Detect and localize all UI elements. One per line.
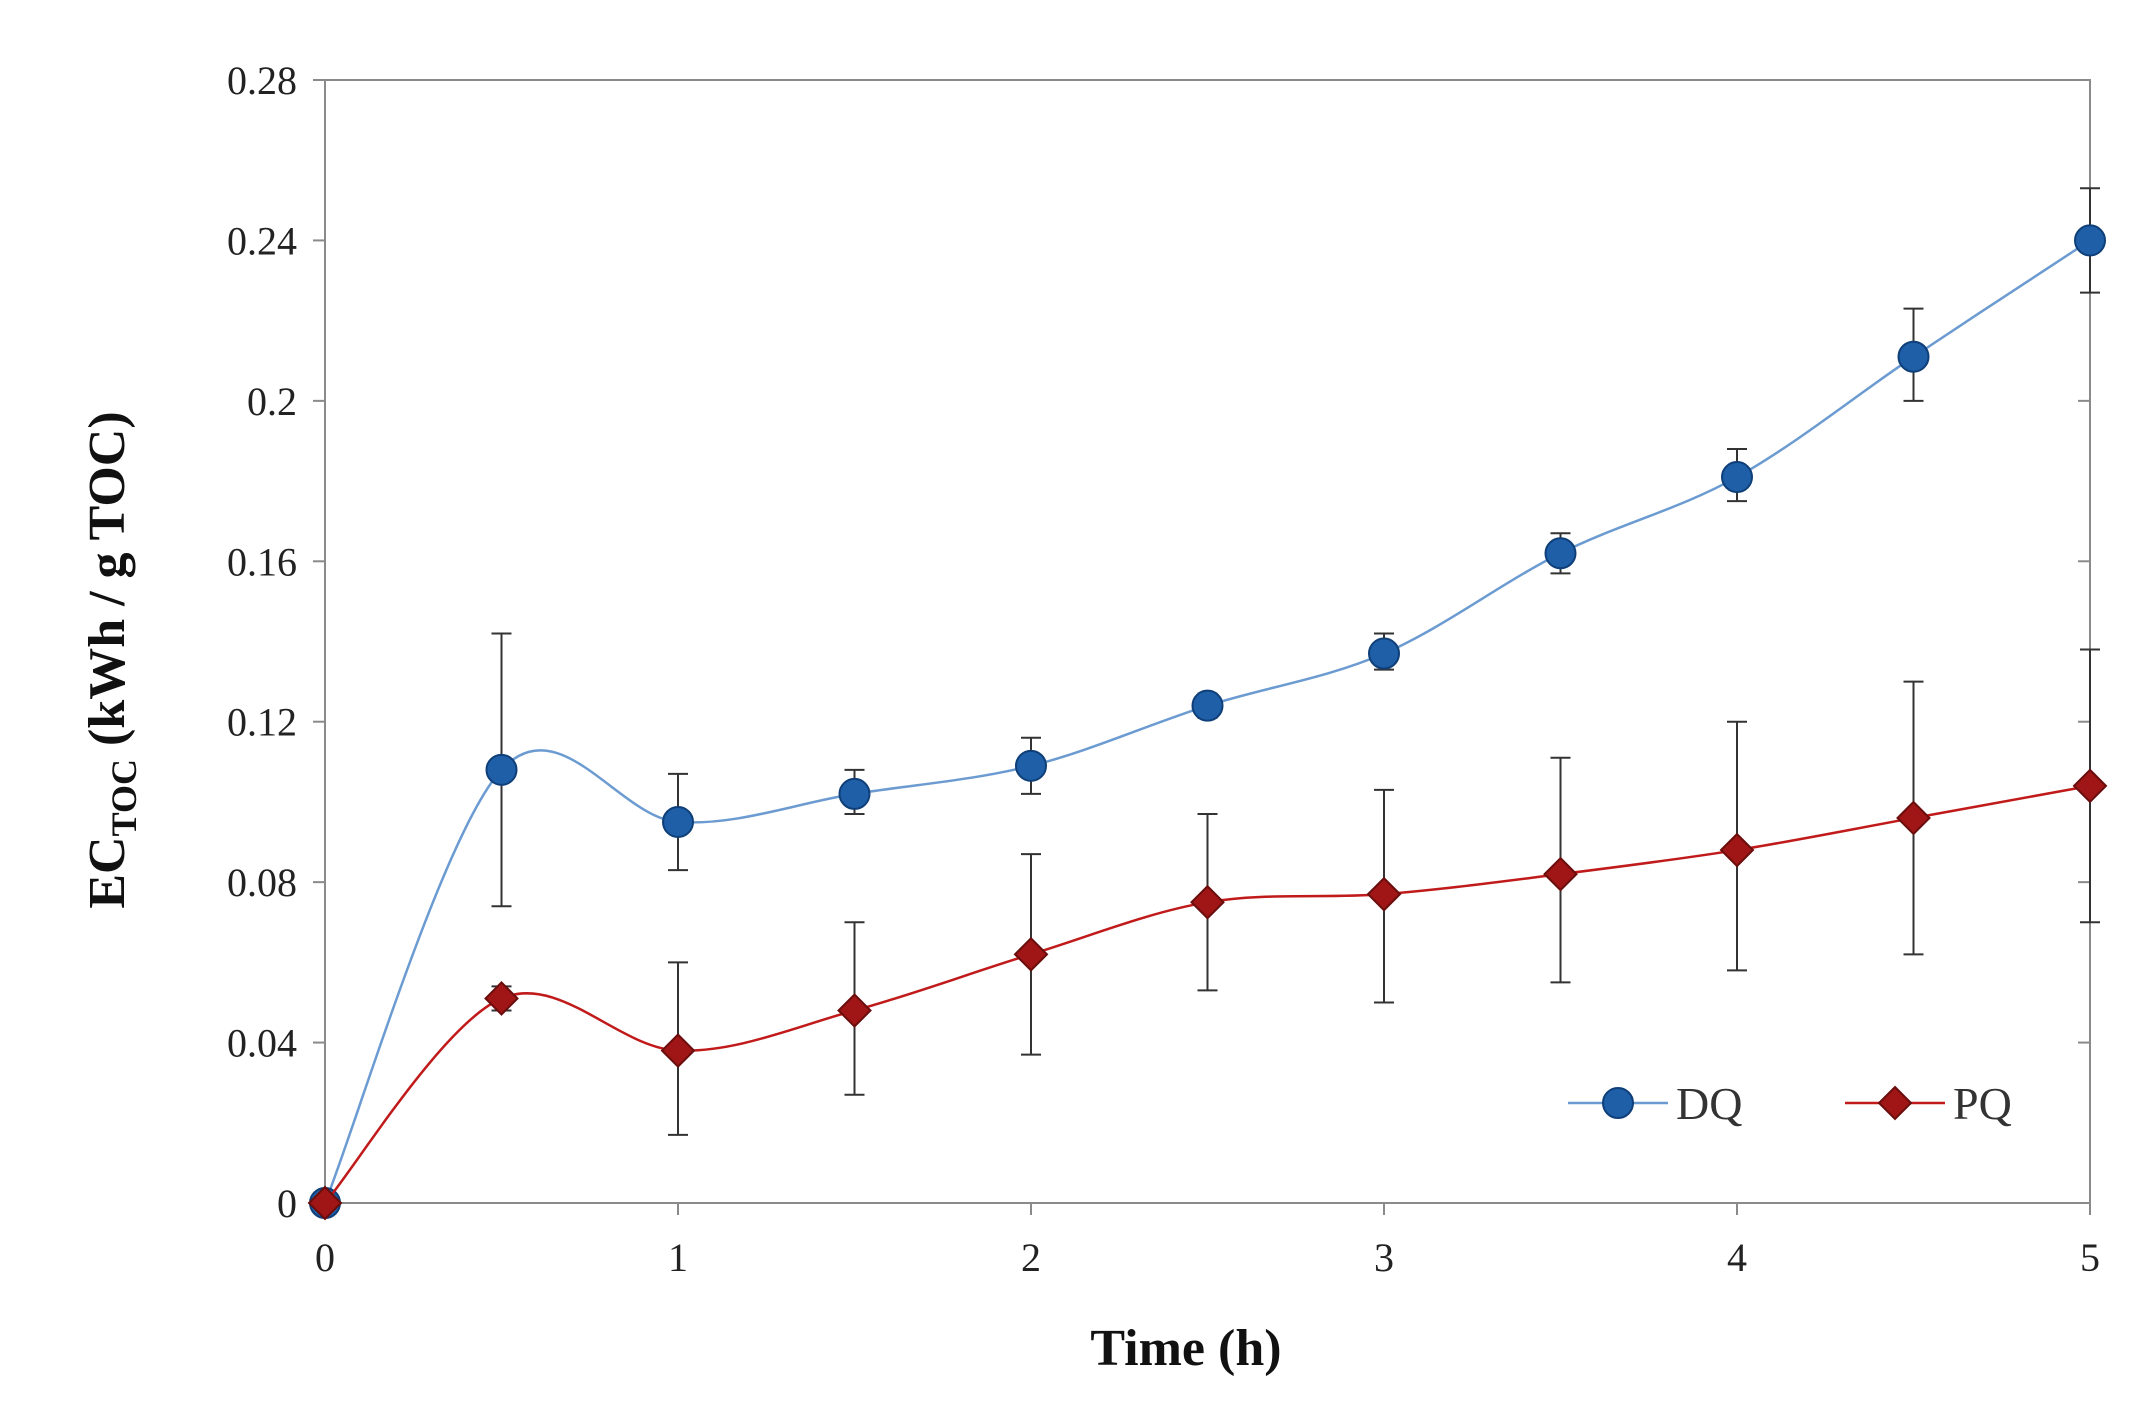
data-point-pq xyxy=(484,981,519,1016)
tick-labels: 0 0.04 0.08 0.12 0.16 0.2 0.24 0.28 0 1 2 3 4 5 xyxy=(227,58,2100,1280)
data-point-pq xyxy=(1366,876,1402,912)
legend-label-pq: PQ xyxy=(1953,1078,2012,1129)
legend-marker-pq xyxy=(1877,1085,1913,1121)
data-point-pq xyxy=(660,1033,696,1069)
y-tick-label: 0.04 xyxy=(227,1021,297,1066)
data-point-dq xyxy=(1544,537,1577,570)
y-axis-title-units: (kWh / g TOC) xyxy=(79,411,136,759)
data-point-dq xyxy=(1015,749,1047,782)
x-tick-label: 3 xyxy=(1374,1235,1394,1280)
data-point-pq xyxy=(307,1185,343,1221)
y-tick-label: 0.2 xyxy=(247,379,297,424)
series-pq xyxy=(307,648,2108,1221)
y-tick-label: 0.12 xyxy=(227,700,297,745)
x-tick-label: 5 xyxy=(2080,1235,2100,1280)
data-point-pq xyxy=(1543,856,1578,892)
plot-frame xyxy=(324,79,2091,1204)
x-tick-label: 4 xyxy=(1727,1235,1747,1280)
legend-entry-pq: PQ xyxy=(1845,1078,2012,1129)
y-tick-label: 0.08 xyxy=(227,860,297,905)
legend-entry-dq: DQ xyxy=(1568,1078,1742,1129)
y-tick-label: 0.28 xyxy=(227,58,297,103)
y-tick-label: 0.24 xyxy=(227,218,297,263)
series-line-dq xyxy=(323,239,2091,1204)
data-point-dq xyxy=(485,753,518,786)
data-point-pq xyxy=(1013,936,1049,972)
x-tick-label: 2 xyxy=(1021,1235,1041,1280)
data-point-pq xyxy=(837,993,872,1028)
data-point-dq xyxy=(1368,637,1400,670)
y-axis-title: ECTOC (kWh / g TOC) xyxy=(79,411,144,908)
data-point-pq xyxy=(1896,800,1931,836)
data-point-dq xyxy=(838,777,871,810)
data-point-dq xyxy=(2074,224,2106,257)
x-axis-title: Time (h) xyxy=(1090,1320,1281,1377)
data-point-pq xyxy=(1190,884,1225,920)
y-tick-label: 0 xyxy=(277,1181,297,1226)
axes-frame xyxy=(313,79,2091,1215)
data-point-dq xyxy=(1897,340,1930,373)
series-dq xyxy=(309,187,2106,1219)
data-point-pq xyxy=(1719,832,1755,868)
series-group xyxy=(307,187,2108,1221)
legend-label-dq: DQ xyxy=(1676,1078,1742,1129)
x-tick-label: 1 xyxy=(668,1235,688,1280)
x-tick-label: 0 xyxy=(315,1235,335,1280)
data-point-dq xyxy=(1721,461,1753,494)
y-axis-title-subscript: TOC xyxy=(104,759,144,836)
legend: DQ PQ xyxy=(1568,1078,2012,1129)
y-tick-label: 0.16 xyxy=(227,539,297,584)
data-point-dq xyxy=(662,805,694,838)
legend-marker-dq xyxy=(1602,1087,1634,1119)
data-point-pq xyxy=(2072,768,2108,804)
y-axis-title-main: EC xyxy=(79,836,136,908)
data-point-dq xyxy=(1191,689,1224,722)
